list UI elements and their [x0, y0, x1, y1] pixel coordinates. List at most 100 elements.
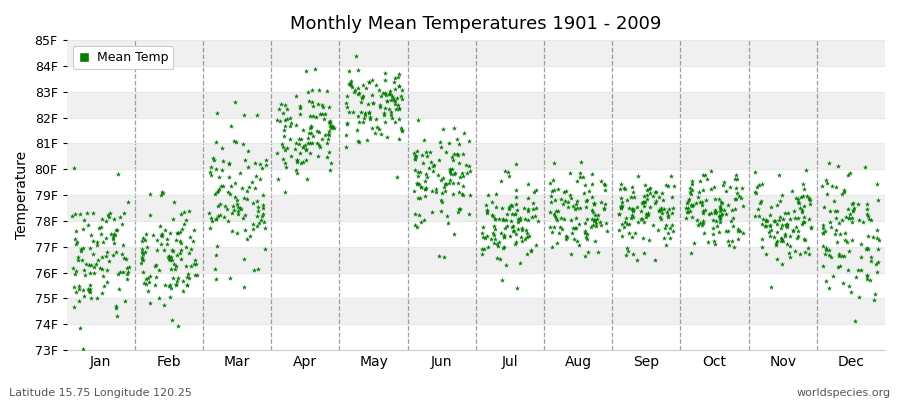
- Point: [410, 117, 425, 123]
- Point: [578, 220, 592, 227]
- Point: [724, 218, 739, 224]
- Point: [845, 206, 859, 213]
- Point: [614, 204, 628, 210]
- Point: [185, 238, 200, 244]
- Point: [233, 206, 248, 212]
- Point: [726, 244, 741, 250]
- Point: [683, 185, 698, 192]
- Point: [837, 189, 851, 196]
- Point: [716, 182, 731, 188]
- Point: [594, 199, 608, 206]
- Point: [860, 245, 874, 251]
- Point: [211, 213, 225, 219]
- Point: [499, 216, 513, 223]
- Point: [188, 272, 202, 279]
- Point: [588, 200, 602, 207]
- Point: [176, 278, 190, 284]
- Point: [434, 143, 448, 150]
- Point: [617, 185, 632, 191]
- Point: [589, 223, 603, 229]
- Point: [383, 112, 398, 118]
- Point: [776, 216, 790, 222]
- Point: [521, 216, 535, 223]
- Point: [840, 239, 854, 246]
- Point: [136, 235, 150, 242]
- Point: [227, 138, 241, 144]
- Point: [871, 258, 886, 265]
- Point: [690, 217, 705, 224]
- Point: [518, 216, 532, 222]
- Point: [290, 170, 304, 176]
- Point: [256, 192, 270, 198]
- Point: [453, 173, 467, 180]
- Point: [498, 168, 512, 174]
- Point: [410, 180, 424, 186]
- Point: [80, 209, 94, 216]
- Point: [557, 215, 572, 222]
- Point: [363, 114, 377, 120]
- Bar: [67, 144, 885, 169]
- Point: [256, 219, 271, 226]
- Point: [96, 273, 111, 280]
- Point: [428, 188, 443, 195]
- Point: [648, 200, 662, 206]
- Point: [838, 230, 852, 236]
- Point: [549, 208, 563, 214]
- Point: [795, 194, 809, 200]
- Point: [394, 86, 409, 93]
- Point: [412, 181, 427, 188]
- Point: [116, 269, 130, 275]
- Point: [755, 236, 770, 242]
- Point: [150, 237, 165, 243]
- Point: [734, 194, 748, 201]
- Point: [500, 211, 515, 217]
- Point: [303, 113, 318, 120]
- Point: [767, 218, 781, 224]
- Point: [380, 98, 394, 104]
- Point: [684, 202, 698, 208]
- Point: [292, 103, 307, 109]
- Point: [831, 239, 845, 245]
- Point: [409, 153, 423, 160]
- Point: [135, 249, 149, 255]
- Point: [796, 213, 811, 220]
- Point: [143, 190, 157, 197]
- Point: [566, 202, 580, 209]
- Point: [348, 53, 363, 59]
- Point: [798, 249, 813, 255]
- Point: [680, 205, 695, 211]
- Point: [586, 209, 600, 215]
- Point: [791, 199, 806, 205]
- Point: [292, 136, 307, 142]
- Point: [117, 210, 131, 216]
- Point: [488, 216, 502, 222]
- Point: [310, 152, 325, 159]
- Point: [759, 223, 773, 230]
- Point: [659, 241, 673, 248]
- Point: [339, 132, 354, 139]
- Point: [420, 174, 435, 180]
- Point: [589, 220, 603, 226]
- Point: [645, 222, 660, 228]
- Point: [389, 106, 403, 112]
- Point: [690, 222, 705, 228]
- Point: [845, 219, 859, 225]
- Point: [425, 208, 439, 215]
- Point: [179, 217, 194, 223]
- Point: [706, 216, 720, 223]
- Point: [762, 222, 777, 228]
- Point: [393, 125, 408, 131]
- Point: [640, 192, 654, 198]
- Point: [856, 219, 870, 226]
- Point: [104, 231, 119, 237]
- Point: [248, 172, 263, 179]
- Point: [203, 172, 218, 178]
- Point: [434, 196, 448, 203]
- Point: [280, 106, 294, 112]
- Point: [121, 199, 135, 206]
- Point: [298, 142, 312, 148]
- Bar: [67, 40, 885, 66]
- Point: [236, 141, 250, 147]
- Point: [696, 220, 710, 226]
- Point: [171, 230, 185, 236]
